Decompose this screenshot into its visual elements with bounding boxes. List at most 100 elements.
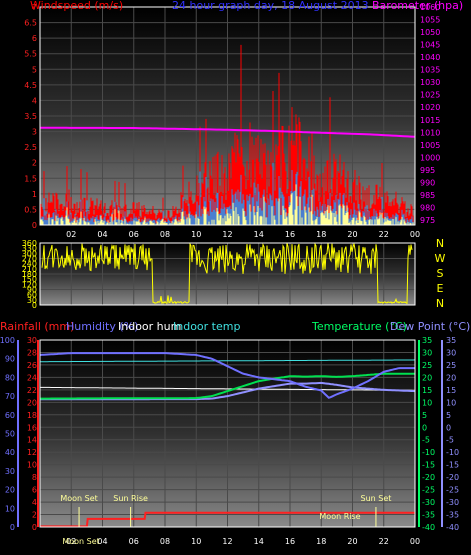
dewpoint-tick-label: -35 bbox=[446, 511, 459, 520]
temp-tick-label: 10 bbox=[422, 398, 432, 407]
windspeed-tick-label: 0.5 bbox=[24, 205, 37, 214]
temp-tick-label: -20 bbox=[422, 473, 435, 482]
dewpoint-tick-label: 5 bbox=[446, 411, 451, 420]
x-tick-label: 08 bbox=[160, 230, 170, 239]
dewpoint-tick-label: -30 bbox=[446, 498, 459, 507]
humidity-tick-label: 80 bbox=[5, 373, 15, 382]
x-tick-label: 10 bbox=[191, 230, 201, 239]
barometer-tick-label: 1040 bbox=[420, 53, 440, 62]
direction-tick-label: 60 bbox=[27, 291, 37, 300]
compass-label: W bbox=[435, 252, 446, 265]
direction-tick-label: 90 bbox=[27, 286, 37, 295]
barometer-line bbox=[40, 126, 416, 138]
rain-tick-label: 20 bbox=[27, 398, 37, 407]
humidity-tick-label: 0 bbox=[10, 523, 15, 532]
dewpoint-tick-label: 0 bbox=[446, 423, 451, 432]
temp-tick-label: 5 bbox=[422, 411, 427, 420]
x-tick-label: 16 bbox=[285, 230, 295, 239]
temp-tick-label: 20 bbox=[422, 373, 432, 382]
indoor-hum-line bbox=[40, 386, 415, 391]
event-label: Sun Set bbox=[360, 494, 391, 503]
compass-label: N bbox=[436, 297, 444, 310]
dewpoint-tick-label: 30 bbox=[446, 348, 456, 357]
temp-tick-label: -35 bbox=[422, 511, 435, 520]
dewpoint-tick-label: -15 bbox=[446, 461, 459, 470]
x-tick-label: 04 bbox=[97, 230, 107, 239]
temp-tick-label: -40 bbox=[422, 523, 435, 532]
direction-tick-label: 330 bbox=[22, 244, 37, 253]
rain-tick-label: 10 bbox=[27, 461, 37, 470]
barometer-tick-label: 975 bbox=[420, 216, 435, 225]
windspeed-tick-label: 4.5 bbox=[24, 81, 37, 90]
barometer-tick-label: 1020 bbox=[420, 103, 440, 112]
x-tick-label: 06 bbox=[129, 537, 139, 546]
rain-tick-label: 26 bbox=[27, 361, 37, 370]
rain-tick-label: 16 bbox=[27, 423, 37, 432]
windspeed-tick-label: 7 bbox=[32, 3, 37, 12]
windspeed-tick-label: 3.5 bbox=[24, 112, 37, 121]
axes: 0202040406060808101012121414161618182020… bbox=[0, 3, 459, 546]
windspeed-tick-label: 6.5 bbox=[24, 19, 37, 28]
direction-tick-label: 300 bbox=[22, 249, 37, 258]
x-tick-label: 12 bbox=[222, 537, 232, 546]
dewpoint-tick-label: -25 bbox=[446, 486, 459, 495]
rain-tick-label: 22 bbox=[27, 386, 37, 395]
barometer-tick-label: 1050 bbox=[420, 28, 440, 37]
dewpoint-tick-label: 35 bbox=[446, 336, 456, 345]
direction-panel-frame bbox=[39, 242, 416, 306]
humidity-tick-label: 30 bbox=[5, 467, 15, 476]
temp-panel-frame bbox=[39, 339, 416, 528]
windspeed-tick-label: 0 bbox=[32, 221, 37, 230]
temp-tick-label: 15 bbox=[422, 386, 432, 395]
barometer-tick-label: 1035 bbox=[420, 66, 440, 75]
temp-tick-label: 35 bbox=[422, 336, 432, 345]
windspeed-axis-label: Windspeed (m/s) bbox=[30, 0, 123, 12]
barometer-tick-label: 1060 bbox=[420, 3, 440, 12]
dewpoint-tick-label: 20 bbox=[446, 373, 456, 382]
temp-tick-label: 0 bbox=[422, 423, 427, 432]
humidity-tick-label: 60 bbox=[5, 411, 15, 420]
dewpoint-tick-label: 15 bbox=[446, 386, 456, 395]
x-tick-label: 00 bbox=[410, 537, 420, 546]
temp-tick-label: -10 bbox=[422, 448, 435, 457]
chart-title: 24 hour graph day, 18 August 2013 bbox=[172, 0, 369, 12]
windspeed-tick-label: 1 bbox=[32, 190, 37, 199]
temp-tick-label: -25 bbox=[422, 486, 435, 495]
barometer-tick-label: 1055 bbox=[420, 16, 440, 25]
humidity-tick-label: 10 bbox=[5, 504, 15, 513]
rain-tick-label: 14 bbox=[27, 436, 37, 445]
barometer-tick-label: 980 bbox=[420, 203, 435, 212]
humidity-tick-label: 90 bbox=[5, 355, 15, 364]
humidity-tick-label: 50 bbox=[5, 430, 15, 439]
x-tick-label: 16 bbox=[285, 537, 295, 546]
dew-point-label: Dew Point (°C) bbox=[390, 320, 470, 333]
event-label: Sun Rise bbox=[113, 494, 148, 503]
dewpoint-tick-label: 10 bbox=[446, 398, 456, 407]
temp-tick-label: -15 bbox=[422, 461, 435, 470]
humidity-line bbox=[39, 352, 415, 399]
x-tick-label: 02 bbox=[66, 230, 76, 239]
indoor-temp-label: Indoor temp bbox=[173, 320, 240, 333]
windspeed-tick-label: 6 bbox=[32, 34, 37, 43]
direction-tick-label: 0 bbox=[32, 301, 37, 310]
compass-label: E bbox=[437, 282, 444, 295]
event-label: Moon Set bbox=[60, 494, 97, 503]
wind-panel-frame bbox=[39, 6, 416, 226]
temp-tick-label: -30 bbox=[422, 498, 435, 507]
direction-tick-label: 150 bbox=[22, 275, 37, 284]
rain-tick-label: 4 bbox=[32, 498, 37, 507]
dewpoint-tick-label: -10 bbox=[446, 448, 459, 457]
windspeed-tick-label: 3 bbox=[32, 128, 37, 137]
dewpoint-tick-label: -5 bbox=[446, 436, 454, 445]
compass-label: S bbox=[437, 267, 444, 280]
humidity-tick-label: 100 bbox=[0, 336, 15, 345]
direction-tick-label: 360 bbox=[22, 239, 37, 248]
indoor-temp-line bbox=[40, 359, 416, 363]
x-tick-label: 06 bbox=[129, 230, 139, 239]
direction-tick-label: 120 bbox=[22, 280, 37, 289]
rain-tick-label: 28 bbox=[27, 348, 37, 357]
temperature-label: Temperature (°C) bbox=[311, 320, 407, 333]
indoor-hum-label: Indoor hum bbox=[118, 320, 181, 333]
